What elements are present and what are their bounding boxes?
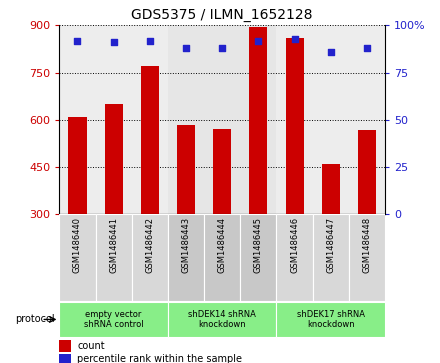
Text: shDEK14 shRNA
knockdown: shDEK14 shRNA knockdown bbox=[188, 310, 256, 329]
Bar bbox=[59, 354, 71, 363]
Bar bbox=[95, 214, 132, 301]
Bar bbox=[286, 38, 304, 214]
Point bbox=[291, 36, 298, 41]
Text: GSM1486440: GSM1486440 bbox=[73, 217, 82, 273]
Bar bbox=[177, 125, 195, 214]
Bar bbox=[204, 214, 240, 301]
Bar bbox=[240, 214, 276, 301]
Text: count: count bbox=[77, 341, 105, 351]
Bar bbox=[59, 214, 95, 301]
Bar bbox=[168, 302, 276, 337]
Text: GSM1486442: GSM1486442 bbox=[145, 217, 154, 273]
Bar bbox=[276, 302, 385, 337]
Point bbox=[363, 45, 370, 51]
Text: percentile rank within the sample: percentile rank within the sample bbox=[77, 354, 242, 363]
Point bbox=[183, 45, 190, 51]
Bar bbox=[358, 130, 376, 214]
Bar bbox=[276, 25, 385, 214]
Text: GSM1486443: GSM1486443 bbox=[182, 217, 191, 273]
Bar bbox=[313, 214, 349, 301]
Title: GDS5375 / ILMN_1652128: GDS5375 / ILMN_1652128 bbox=[132, 8, 313, 22]
Point bbox=[255, 38, 262, 44]
Point bbox=[74, 38, 81, 44]
Bar bbox=[213, 129, 231, 214]
Point bbox=[147, 38, 154, 44]
Bar bbox=[276, 214, 313, 301]
Text: GSM1486444: GSM1486444 bbox=[218, 217, 227, 273]
Text: GSM1486447: GSM1486447 bbox=[326, 217, 335, 273]
Text: empty vector
shRNA control: empty vector shRNA control bbox=[84, 310, 143, 329]
Bar bbox=[105, 104, 123, 214]
Point bbox=[219, 45, 226, 51]
Bar bbox=[132, 214, 168, 301]
Bar bbox=[59, 302, 168, 337]
Text: GSM1486448: GSM1486448 bbox=[363, 217, 371, 273]
Bar bbox=[141, 66, 159, 214]
Bar bbox=[349, 214, 385, 301]
Bar bbox=[322, 164, 340, 214]
Bar bbox=[59, 340, 71, 351]
Bar bbox=[249, 27, 268, 214]
Bar bbox=[69, 117, 87, 214]
Text: GSM1486445: GSM1486445 bbox=[254, 217, 263, 273]
Bar bbox=[168, 25, 276, 214]
Bar bbox=[59, 25, 168, 214]
Bar bbox=[168, 214, 204, 301]
Text: GSM1486441: GSM1486441 bbox=[109, 217, 118, 273]
Text: GSM1486446: GSM1486446 bbox=[290, 217, 299, 273]
Text: shDEK17 shRNA
knockdown: shDEK17 shRNA knockdown bbox=[297, 310, 365, 329]
Point bbox=[110, 40, 117, 45]
Point bbox=[327, 49, 334, 55]
Text: protocol: protocol bbox=[15, 314, 55, 325]
